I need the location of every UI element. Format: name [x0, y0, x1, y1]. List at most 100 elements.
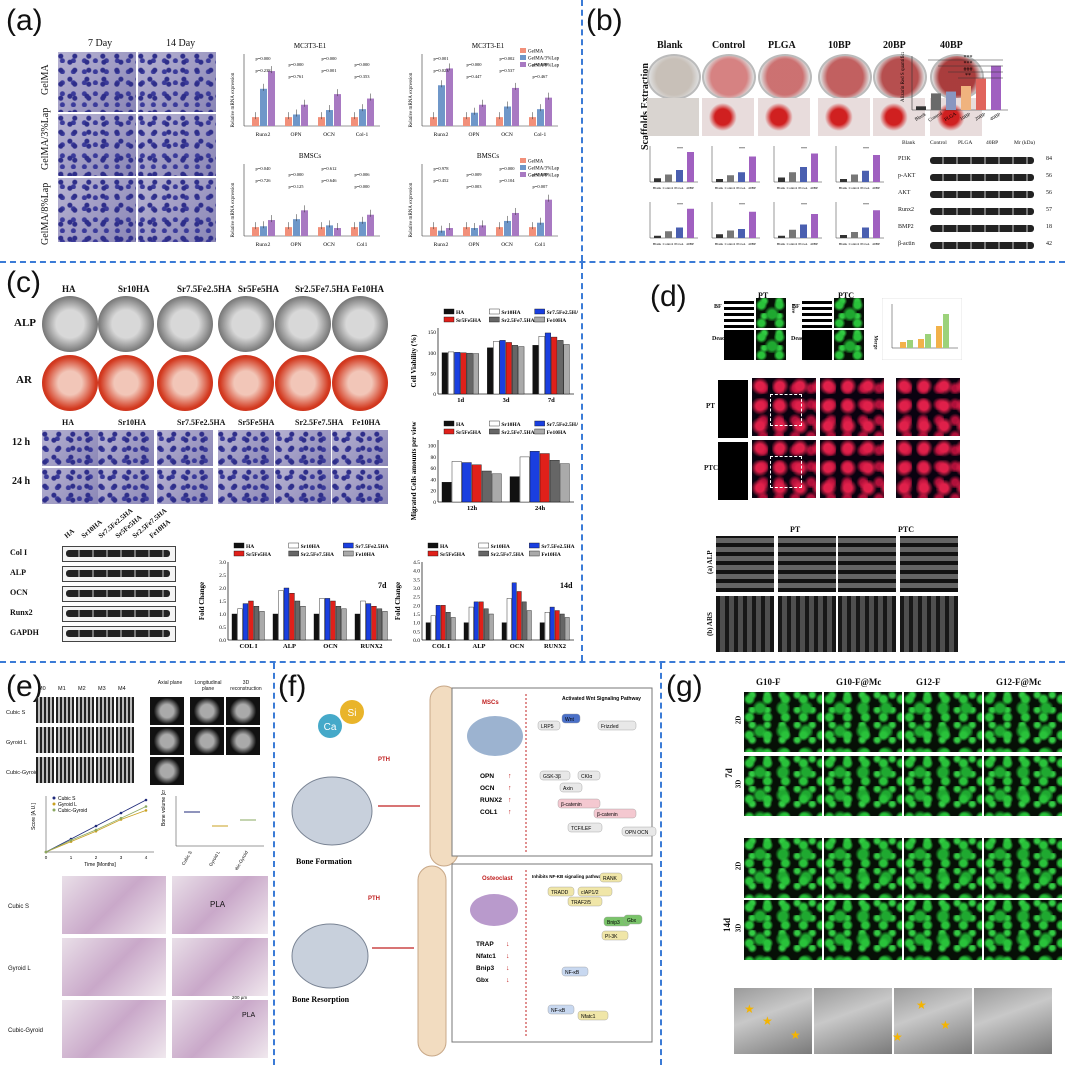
bar [326, 225, 333, 236]
pathway-node [597, 720, 637, 731]
legend-swatch [520, 172, 526, 177]
micro-image [818, 98, 870, 136]
category-label: PLGA [674, 186, 684, 190]
bar [382, 611, 388, 641]
stain-image [58, 114, 136, 176]
bar [554, 610, 560, 641]
sig-label: *** [964, 61, 973, 67]
category-label: Blank [653, 186, 662, 190]
p-value: p=0.000 [289, 62, 305, 67]
category-label: 40BP [686, 186, 694, 190]
histology-image [62, 876, 166, 934]
bar [450, 617, 456, 641]
pla-label: PLA [210, 900, 226, 909]
legend-label: GelMA [528, 50, 544, 55]
proliferation-chart [882, 298, 962, 360]
ca-ion-icon [318, 714, 342, 738]
fluorescence-image [904, 756, 982, 816]
bar [900, 342, 906, 348]
bar [537, 109, 544, 126]
col-header: Blank [657, 40, 683, 51]
bar [473, 601, 479, 641]
ct-row-label: Cubic-Gyroid [6, 770, 39, 776]
marker-label: COL1 [480, 809, 498, 816]
fluorescence-image [896, 378, 960, 436]
wb-protein: ALP [10, 568, 26, 577]
fluorescence-image [744, 756, 822, 816]
bar [478, 601, 484, 641]
bar [460, 352, 467, 395]
bar [716, 179, 723, 182]
category-label: 40BP [990, 113, 1002, 122]
fluorescence-image [824, 692, 902, 752]
fold-change-14d-chart: Fold Change 0.0 0.5 1.0 1.5 2.0 2.5 3.0 3.5 4.0 4.… [394, 542, 575, 650]
wb-header: Control [930, 140, 947, 146]
bar [862, 170, 869, 182]
wb-protein: Runx2 [898, 207, 915, 213]
ct-image [76, 697, 94, 723]
bar [359, 109, 366, 126]
bar [563, 344, 570, 395]
bottom-title-ptc: PTC [898, 525, 914, 534]
marker-label: Nfatc1 [476, 953, 496, 960]
category-label: 20BP [975, 113, 987, 122]
bar [319, 598, 325, 641]
bar [448, 351, 455, 395]
zoom-box [770, 394, 802, 426]
panel-b-label: (b) [586, 4, 623, 37]
bar [479, 104, 486, 126]
migration-image [332, 468, 388, 504]
bar [430, 227, 437, 236]
fluorescence-image [904, 692, 982, 752]
view-col-header: Axial plane [157, 680, 183, 686]
stain-image [138, 114, 216, 176]
data-point [44, 850, 48, 854]
live-dead-image [834, 330, 864, 360]
bar [237, 608, 243, 641]
histo-row-label: Cubic S [8, 904, 30, 910]
p-value: p=0.003 [467, 184, 483, 189]
bar [461, 462, 472, 503]
ct-row-label: Gyroid L [6, 740, 27, 746]
osteoclast-title: Osteoclast [482, 876, 513, 882]
bar [367, 214, 374, 236]
legend-marker [52, 802, 56, 806]
marker-label: OPN [480, 773, 494, 780]
well-image [647, 54, 701, 100]
pathway-node-label: Wnt [565, 717, 575, 723]
ct-image [96, 727, 114, 753]
chart-ylabel: Alizarin Red S quantification [901, 52, 906, 102]
stain-image [58, 178, 136, 242]
category-label: Control [849, 242, 860, 246]
legend-label: HA [456, 422, 464, 428]
bar [545, 199, 552, 236]
bar [976, 78, 986, 110]
pathway-node-label: Gbx [627, 918, 637, 924]
bar [727, 175, 734, 182]
bar [440, 605, 446, 641]
category-label: PLGA [674, 242, 684, 246]
bar [371, 605, 377, 641]
ct-image [116, 727, 134, 753]
well-image [818, 54, 872, 100]
bar [800, 224, 807, 238]
bar [430, 117, 437, 126]
bar [506, 598, 512, 641]
histo-row-label: Cubic-Gyroid [8, 1028, 44, 1034]
p-value: p=0.537 [500, 68, 516, 73]
wb-protein: p-AKT [898, 173, 916, 179]
data-point [69, 839, 73, 842]
pathway-node [557, 798, 601, 809]
panel-a-label: (a) [6, 4, 43, 37]
bar [301, 104, 308, 126]
category-label: Blank [777, 186, 786, 190]
view-col-header: 3D reconstruction [230, 680, 262, 692]
category-label: Control [725, 242, 736, 246]
bar [946, 91, 956, 110]
row-label-alp-d: (a) ALP [706, 550, 714, 574]
col-header: Fe10HA [352, 284, 384, 294]
chart-ylabel: Relative mRNA expression [409, 72, 414, 127]
ct-slice-image [190, 697, 224, 725]
legend-swatch [288, 542, 299, 549]
bar [330, 600, 336, 641]
